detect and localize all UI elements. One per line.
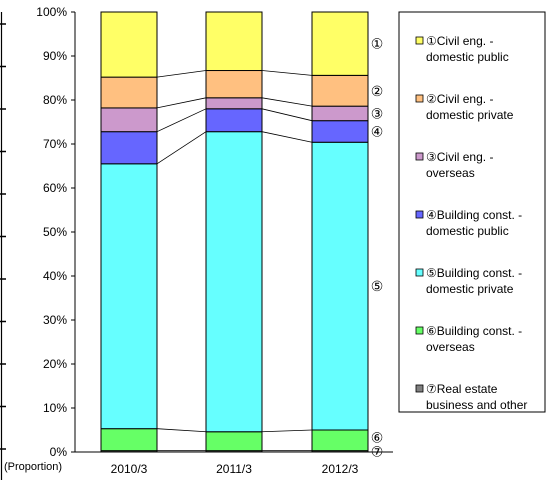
- series-connector-line: [261, 70, 313, 76]
- y-tick-label: 60%: [43, 181, 67, 195]
- bar-segment: [205, 108, 263, 133]
- y-tick-label: 10%: [43, 401, 67, 415]
- legend-label: domestic public: [426, 50, 509, 64]
- bar-segment: [100, 428, 158, 452]
- bar-segment: [205, 11, 263, 72]
- series-connector-line: [261, 131, 313, 143]
- legend-swatch: [415, 326, 424, 335]
- legend-swatch: [415, 384, 424, 393]
- legend-swatch: [415, 268, 424, 277]
- bar-segment: [100, 76, 158, 109]
- segment-marker-label: ⑥: [371, 429, 384, 445]
- legend-swatch: [415, 152, 424, 161]
- series-connector-line: [156, 70, 207, 78]
- series-connector-line: [261, 429, 313, 433]
- legend-label: domestic private: [426, 282, 514, 296]
- y-tick-label: 20%: [43, 357, 67, 371]
- series-connector-line: [261, 108, 313, 122]
- bar-segment: [100, 163, 158, 430]
- segment-marker-label: ④: [371, 123, 384, 139]
- x-tick-label: 2012/3: [322, 462, 359, 476]
- bar-segment: [311, 141, 369, 431]
- bar-segment: [100, 11, 158, 78]
- series-connector-line: [156, 131, 207, 165]
- x-tick-label: 2010/3: [111, 462, 148, 476]
- bar-segment: [205, 97, 263, 110]
- y-axis-unit-label: (Proportion): [4, 461, 62, 473]
- segment-marker-label: ③: [371, 105, 384, 121]
- legend-label: ②Civil eng. -: [426, 92, 493, 106]
- legend-label: ④Building const. -: [426, 208, 522, 222]
- bar-segment: [205, 131, 263, 433]
- legend-swatch: [415, 94, 424, 103]
- legend-label: ⑦Real estate: [426, 382, 498, 396]
- bar-segment: [311, 105, 369, 122]
- series-connector-line: [156, 97, 207, 109]
- bar-segment: [205, 431, 263, 452]
- legend-label: business and other: [426, 398, 527, 412]
- y-tick-label: 70%: [43, 137, 67, 151]
- legend-label: ⑤Building const. -: [426, 266, 522, 280]
- bar-segment: [311, 429, 369, 452]
- legend-label: overseas: [426, 340, 475, 354]
- y-tick-label: 30%: [43, 313, 67, 327]
- y-tick-label: 100%: [36, 5, 67, 19]
- legend-label: ①Civil eng. -: [426, 34, 493, 48]
- y-tick-label: 50%: [43, 225, 67, 239]
- bar-segment: [205, 70, 263, 99]
- segment-marker-label: ①: [371, 36, 384, 52]
- y-tick-label: 80%: [43, 93, 67, 107]
- legend-label: domestic private: [426, 108, 514, 122]
- legend-label: ⑥Building const. -: [426, 324, 522, 338]
- segment-marker-label: ⑦: [371, 443, 384, 459]
- legend-swatch: [415, 210, 424, 219]
- legend-swatch: [415, 36, 424, 45]
- y-tick-label: 40%: [43, 269, 67, 283]
- bar-segment: [311, 74, 369, 107]
- bar-segment: [100, 131, 158, 165]
- legend-label: overseas: [426, 166, 475, 180]
- bar-segment: [311, 11, 369, 76]
- bar-segment: [100, 107, 158, 133]
- segment-marker-label: ②: [371, 83, 384, 99]
- series-connector-line: [156, 108, 207, 133]
- series-connector-line: [261, 97, 313, 107]
- segment-marker-label: ⑤: [371, 278, 384, 294]
- legend-label: domestic public: [426, 224, 509, 238]
- series-connector-line: [156, 428, 207, 433]
- y-tick-label: 0%: [50, 445, 68, 459]
- bar-segment: [311, 120, 369, 143]
- x-tick-label: 2011/3: [216, 462, 252, 476]
- legend-label: ③Civil eng. -: [426, 150, 493, 164]
- y-tick-label: 90%: [43, 49, 67, 63]
